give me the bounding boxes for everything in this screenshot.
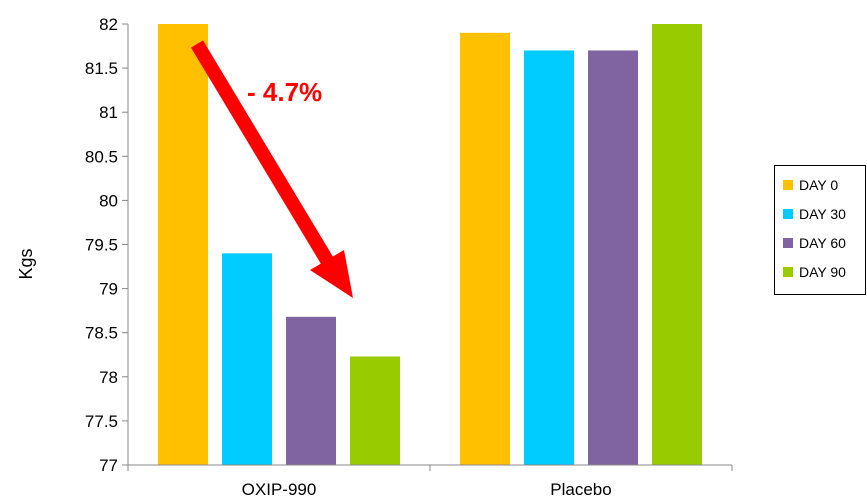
y-tick-label: 79: [99, 280, 118, 299]
category-label: Placebo: [550, 480, 611, 499]
legend-swatch: [783, 180, 793, 190]
legend-swatch: [783, 238, 793, 248]
y-tick-label: 77: [99, 456, 118, 475]
bar-day-0-oxip-990: [158, 24, 208, 465]
bar-day-60-oxip-990: [286, 316, 336, 465]
legend-label: DAY 30: [799, 206, 846, 222]
legend-label: DAY 90: [799, 264, 846, 280]
category-label: OXIP-990: [242, 480, 317, 499]
y-tick-label: 80: [99, 191, 118, 210]
y-ticks: 77 77.5 78 78.5 79 79.5 80 80.5 81 81.5 82: [85, 15, 128, 475]
legend-item: DAY 60: [783, 233, 846, 253]
bar-day-90-placebo: [652, 24, 702, 465]
legend-label: DAY 60: [799, 235, 846, 251]
bars-group: [158, 24, 702, 466]
legend-swatch: [783, 209, 793, 219]
y-tick-label: 77.5: [85, 412, 118, 431]
y-tick-label: 81: [99, 103, 118, 122]
legend-swatch: [783, 267, 793, 277]
bar-day-0-placebo: [460, 32, 510, 465]
y-tick-label: 79.5: [85, 236, 118, 255]
bar-day-90-oxip-990: [350, 356, 400, 465]
legend-label: DAY 0: [799, 177, 839, 193]
annotation-text: - 4.7%: [247, 77, 322, 107]
bar-day-30-oxip-990: [222, 253, 272, 465]
y-tick-label: 81.5: [85, 59, 118, 78]
annotation-arrow: [190, 40, 353, 298]
bar-day-60-placebo: [588, 50, 638, 466]
y-axis-label: Kgs: [16, 248, 36, 279]
y-tick-label: 82: [99, 15, 118, 34]
y-tick-label: 80.5: [85, 147, 118, 166]
legend: DAY 0 DAY 30 DAY 60 DAY 90: [774, 165, 866, 295]
y-tick-label: 78.5: [85, 324, 118, 343]
y-tick-label: 78: [99, 368, 118, 387]
x-ticks: OXIP-990 Placebo: [127, 465, 733, 499]
legend-item: DAY 0: [783, 175, 838, 195]
legend-item: DAY 90: [783, 262, 846, 282]
bar-day-30-placebo: [524, 50, 574, 466]
legend-item: DAY 30: [783, 204, 846, 224]
